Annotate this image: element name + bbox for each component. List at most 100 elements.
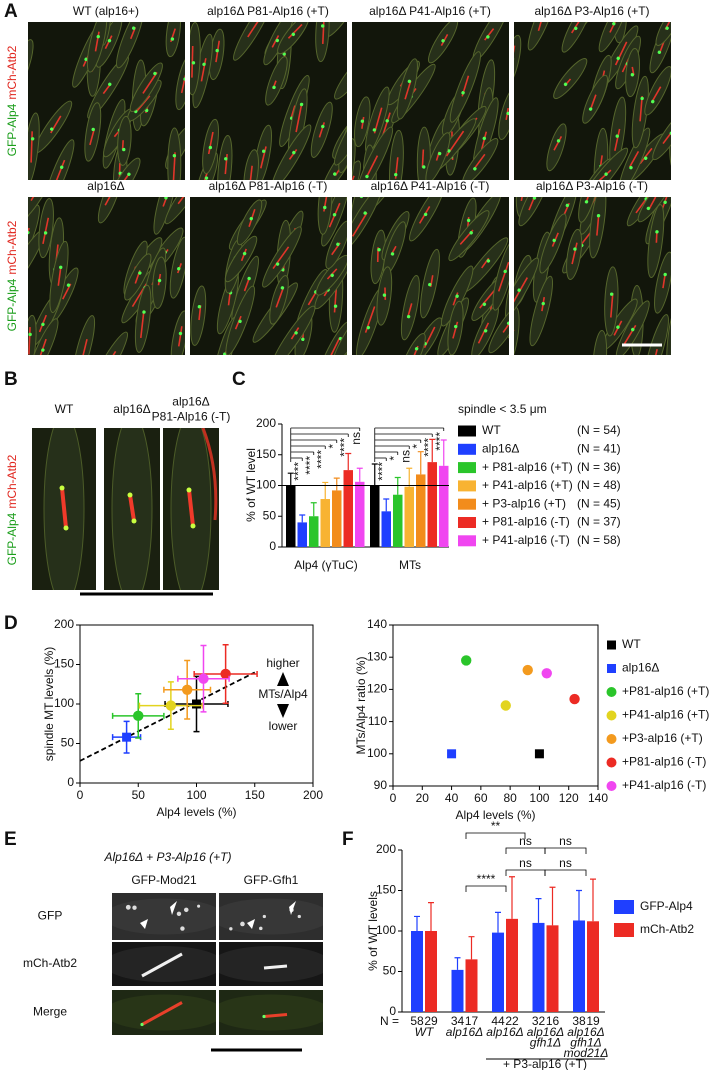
cell-body [527, 22, 557, 51]
cell [167, 127, 182, 180]
spb [372, 128, 377, 132]
n-prefix: N = [380, 1014, 399, 1028]
microtubule [54, 159, 66, 180]
spb [333, 172, 337, 176]
cell [28, 112, 40, 180]
microtubule [28, 227, 30, 240]
legend-label: + P41-alp16 (+T) [482, 478, 573, 492]
cell [243, 149, 259, 180]
cell [396, 58, 418, 120]
significance-label: * [410, 444, 424, 449]
spb [18, 169, 23, 174]
microtubule [162, 197, 169, 207]
significance-label: ns [519, 856, 532, 870]
microtubule [361, 116, 365, 129]
spb [66, 283, 71, 287]
bar [309, 516, 319, 547]
spb [616, 56, 620, 60]
spb [437, 151, 442, 156]
microtubule [104, 197, 117, 206]
channel-name: GFP-Alp4 [5, 512, 19, 565]
spb [365, 174, 369, 179]
spb [60, 165, 64, 169]
y-tick-label: 110 [368, 714, 387, 728]
cell [566, 228, 583, 280]
spb [132, 26, 136, 30]
error-bar [549, 886, 556, 926]
spb [34, 191, 39, 196]
spb [262, 149, 266, 153]
bar [297, 522, 307, 547]
legend-label: + P41-alp16 (-T) [482, 533, 570, 547]
cell-body [546, 123, 567, 172]
spb [359, 197, 364, 199]
spb [630, 73, 635, 77]
cell [492, 240, 509, 311]
microtubule [676, 127, 677, 151]
error-bar [333, 477, 340, 491]
microtubule [520, 197, 525, 202]
spb [43, 231, 48, 235]
cell [400, 275, 420, 341]
error-bar [414, 915, 420, 931]
legend-marker [607, 664, 616, 673]
spb [604, 172, 608, 176]
point [181, 684, 193, 695]
spb [23, 258, 28, 263]
x-tick-label: 120 [559, 791, 579, 805]
microtubule [421, 149, 425, 168]
cell [262, 226, 302, 288]
microtubule [614, 41, 628, 66]
micrograph [190, 197, 347, 355]
spindle [187, 489, 195, 527]
spb [247, 276, 251, 281]
microtubule [80, 339, 88, 355]
spb [63, 525, 69, 531]
cell [352, 197, 382, 252]
spb [506, 321, 509, 325]
condition-title: alp16Δ P3-Alp16 (+T) [534, 4, 649, 18]
row-label: mCh-Atb2 [23, 956, 77, 970]
cell [654, 251, 671, 314]
error-bar [310, 502, 317, 517]
spb [390, 252, 395, 256]
cell [265, 56, 288, 106]
cell-body [529, 275, 554, 347]
arrow-up [277, 672, 289, 686]
spb [238, 319, 242, 324]
cell-body [219, 994, 323, 1031]
channel-label: GFP-Alp4 mCh-Atb2 [5, 220, 19, 331]
point [122, 732, 132, 742]
microtubule [537, 22, 546, 32]
point [198, 673, 209, 684]
significance-label: ns [559, 834, 572, 848]
cell [325, 220, 347, 269]
spb [172, 153, 177, 158]
y-tick-label: 50 [61, 736, 75, 750]
y-tick-label: 50 [383, 964, 397, 978]
significance-bracket [465, 885, 507, 892]
y-axis-label: MTs/Alp4 ratio (%) [354, 656, 368, 754]
cell [28, 318, 59, 355]
spb [646, 206, 651, 211]
legend-label: +P81-alp16 (+T) [622, 684, 709, 698]
microtubule [135, 95, 151, 113]
cell-body [117, 115, 132, 166]
spot [240, 921, 245, 927]
spot [125, 904, 131, 910]
spb [28, 332, 32, 337]
channel-label: GFP-Alp4 mCh-Atb2 [5, 45, 19, 156]
spb [177, 267, 181, 271]
column-title: GFP-Mod21 [131, 873, 197, 887]
spb [330, 273, 334, 278]
spb [612, 22, 616, 26]
microtubule [329, 337, 341, 355]
spb [552, 238, 556, 243]
spb [59, 265, 63, 270]
error-bar [428, 902, 434, 931]
n-label: 29 [424, 1014, 438, 1028]
cell [382, 221, 407, 276]
spb [504, 11, 508, 15]
group-label: + P3-alp16 (+T) [503, 1057, 587, 1070]
bar [381, 511, 391, 547]
